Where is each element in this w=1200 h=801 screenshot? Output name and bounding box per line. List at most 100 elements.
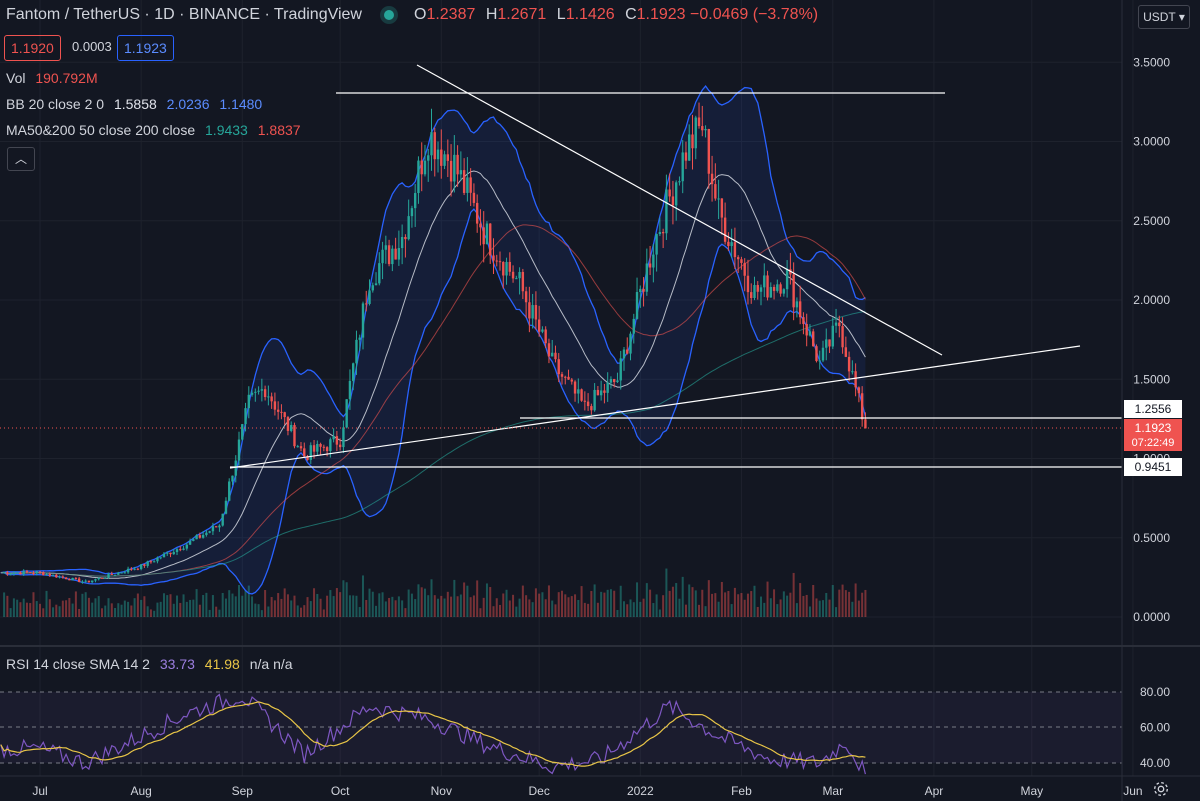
volume-bar bbox=[557, 592, 560, 617]
volume-bar bbox=[339, 592, 342, 617]
symbol-title[interactable]: Fantom / TetherUS · 1D · BINANCE · Tradi… bbox=[6, 6, 362, 23]
candle-body bbox=[528, 302, 531, 319]
rsi-axis[interactable]: 80.00 60.00 40.00 bbox=[1140, 685, 1170, 770]
volume-bar bbox=[433, 595, 436, 617]
volume-bar bbox=[371, 591, 374, 617]
volume-bar bbox=[55, 604, 58, 617]
volume-bar bbox=[740, 593, 743, 617]
candle-body bbox=[632, 318, 635, 334]
candle-body bbox=[802, 317, 805, 324]
candle-body bbox=[717, 198, 720, 200]
volume-bar bbox=[91, 602, 94, 617]
candle-body bbox=[851, 371, 854, 373]
time-axis[interactable]: Jul Aug Sep Oct Nov Dec 2022 Feb Mar Apr May Jun bbox=[32, 784, 1142, 798]
candle-body bbox=[29, 572, 32, 574]
volume-bar bbox=[763, 602, 766, 617]
volume-bar bbox=[544, 599, 547, 617]
volume-bar bbox=[609, 589, 612, 617]
volume-bar bbox=[525, 595, 528, 617]
candle-body bbox=[834, 322, 838, 326]
volume-bar bbox=[120, 604, 123, 617]
candle-body bbox=[710, 173, 714, 185]
volume-bar bbox=[505, 589, 508, 617]
ma-legend[interactable]: MA50&200 50 close 200 close 1.9433 1.883… bbox=[6, 122, 301, 138]
volume-bar bbox=[691, 587, 694, 617]
sell-button[interactable]: 1.1920 bbox=[4, 35, 61, 61]
rsi-legend[interactable]: RSI 14 close SMA 14 2 33.73 41.98 n/a n/… bbox=[6, 656, 293, 672]
volume-bar bbox=[156, 602, 159, 617]
candle-body bbox=[828, 339, 831, 347]
candle-body bbox=[714, 184, 717, 199]
trendline-drawings[interactable] bbox=[229, 64, 1122, 469]
candle-body bbox=[746, 275, 750, 293]
volume-bar bbox=[32, 592, 35, 617]
volume-bar bbox=[825, 592, 828, 617]
volume-bar bbox=[652, 603, 655, 617]
candle-body bbox=[596, 389, 600, 396]
candle-body bbox=[443, 154, 446, 166]
bb-legend[interactable]: BB 20 close 2 0 1.5858 2.0236 1.1480 bbox=[6, 96, 262, 112]
volume-bar bbox=[16, 599, 19, 617]
candle-body bbox=[661, 232, 665, 234]
candle-body bbox=[844, 347, 848, 357]
candle-body bbox=[407, 216, 410, 240]
bollinger-bands bbox=[0, 85, 867, 595]
volume-bar bbox=[221, 592, 224, 617]
volume-bar bbox=[642, 598, 645, 617]
candle-body bbox=[609, 379, 613, 383]
volume-bar bbox=[671, 586, 674, 617]
volume-bar bbox=[450, 596, 453, 617]
candle-body bbox=[554, 352, 557, 360]
descending-trendline[interactable] bbox=[416, 64, 943, 356]
volume-bar bbox=[616, 609, 619, 617]
candle-body bbox=[130, 568, 133, 570]
volume-bar bbox=[805, 594, 808, 617]
price-axis[interactable]: 3.50003.00002.50002.00001.50001.00000.50… bbox=[1133, 55, 1170, 624]
candle-body bbox=[815, 346, 818, 362]
ascending-trendline[interactable] bbox=[229, 345, 1081, 469]
vol-value: 190.792M bbox=[35, 70, 98, 86]
candle-body bbox=[541, 329, 544, 332]
volume-bar bbox=[776, 604, 779, 617]
volume-bar bbox=[39, 603, 41, 617]
candle-body bbox=[694, 117, 697, 149]
candle-body bbox=[847, 356, 851, 372]
volume-bar bbox=[6, 595, 9, 617]
candle-body bbox=[655, 234, 658, 255]
volume-legend[interactable]: Vol 190.792M bbox=[6, 70, 98, 86]
candle-body bbox=[312, 445, 316, 452]
candle-body bbox=[531, 305, 534, 319]
candle-body bbox=[94, 579, 97, 581]
volume-bar bbox=[198, 604, 201, 617]
candle-body bbox=[293, 425, 296, 447]
volume-bar bbox=[182, 594, 185, 617]
volume-bar bbox=[567, 597, 570, 617]
collapse-legend-button[interactable]: ︿ bbox=[7, 147, 35, 171]
gear-icon[interactable] bbox=[1152, 780, 1170, 798]
candle-body bbox=[593, 389, 596, 411]
candle-body bbox=[413, 193, 417, 209]
moving-averages bbox=[0, 224, 866, 577]
candle-body bbox=[241, 424, 244, 440]
volume-bar bbox=[551, 600, 554, 617]
buy-button[interactable]: 1.1923 bbox=[117, 35, 174, 61]
time-tick-label: Dec bbox=[528, 784, 549, 798]
candle-body bbox=[211, 526, 215, 532]
candle-body bbox=[322, 446, 326, 448]
currency-dropdown[interactable]: USDT ▾ bbox=[1138, 5, 1190, 29]
volume-bar bbox=[309, 601, 312, 617]
candle-body bbox=[169, 552, 172, 555]
time-tick-label: Sep bbox=[232, 784, 254, 798]
candle-body bbox=[537, 319, 541, 332]
rsi-value: 33.73 bbox=[159, 656, 195, 672]
volume-bar bbox=[678, 598, 681, 617]
last-price-label: 1.1923 07:22:49 bbox=[1124, 419, 1182, 451]
volume-bar bbox=[417, 584, 420, 617]
candle-body bbox=[87, 580, 91, 583]
volume-bar bbox=[636, 582, 639, 617]
volume-bar bbox=[388, 597, 391, 617]
candle-body bbox=[286, 417, 290, 431]
candle-body bbox=[727, 241, 730, 247]
candle-body bbox=[652, 254, 655, 268]
